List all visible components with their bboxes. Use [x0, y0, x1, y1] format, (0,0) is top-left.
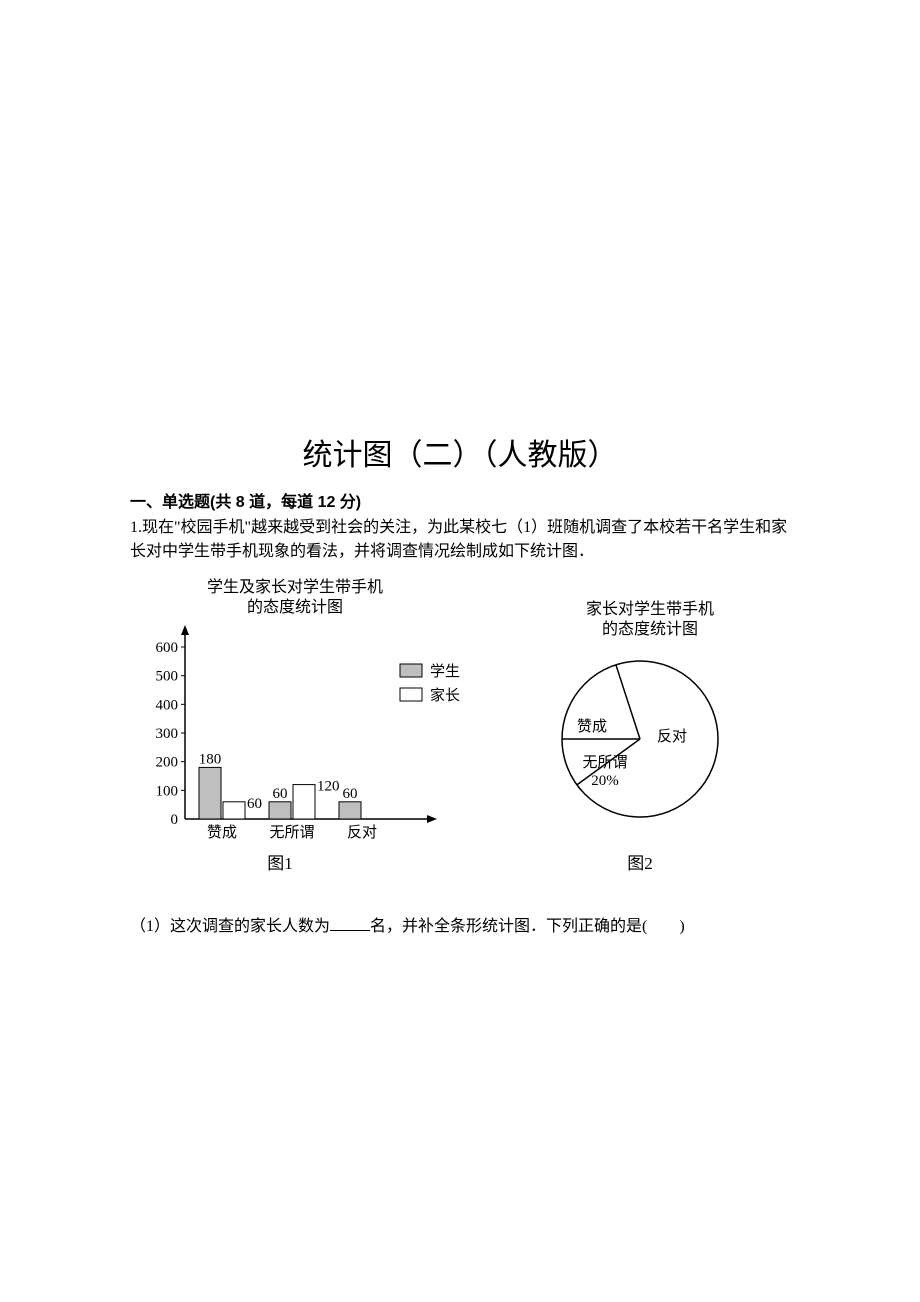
fill-blank	[330, 916, 370, 931]
svg-text:无所谓: 无所谓	[269, 824, 314, 841]
svg-text:300: 300	[156, 726, 179, 742]
pie-chart: 家长对学生带手机的态度统计图赞成无所谓 20% 反对图2	[520, 574, 770, 884]
subq-prefix: （1）这次调查的家长人数为	[130, 918, 330, 935]
svg-text:60: 60	[273, 786, 288, 802]
question-1-text: 1.现在"校园手机"越来越受到社会的关注，为此某校七（1）班随机调查了本校若干名…	[130, 516, 790, 564]
svg-text:家长对学生带手机: 家长对学生带手机	[586, 600, 714, 618]
svg-text:无所谓: 无所谓	[582, 754, 627, 771]
figures-row: 学生及家长对学生带手机的态度统计图01002003004005006001806…	[130, 574, 790, 884]
svg-text:400: 400	[156, 697, 179, 713]
svg-text:60: 60	[343, 786, 358, 802]
svg-text:60: 60	[247, 796, 262, 812]
svg-text:的态度统计图: 的态度统计图	[602, 620, 698, 638]
subq-tail: 名，并补全条形统计图．下列正确的是( )	[370, 918, 685, 935]
svg-text:反对: 反对	[347, 824, 377, 841]
bar-chart: 学生及家长对学生带手机的态度统计图 0 100 200 300 400 500 600 180 6…	[130, 574, 470, 884]
svg-text:家长: 家长	[430, 687, 460, 704]
svg-text:200: 200	[156, 755, 179, 771]
svg-text:学生: 学生	[430, 663, 460, 680]
svg-text:的态度统计图: 的态度统计图	[247, 598, 343, 616]
svg-text:180: 180	[199, 751, 222, 767]
svg-text:120: 120	[317, 779, 340, 795]
svg-text:赞成: 赞成	[577, 718, 607, 735]
svg-text:600: 600	[156, 640, 179, 656]
sub-question-1: （1）这次调查的家长人数为 名，并补全条形统计图．下列正确的是( )	[130, 914, 790, 940]
section-header: 一、单选题(共 8 道，每道 12 分)	[130, 488, 790, 512]
svg-text:20%: 20%	[591, 773, 619, 789]
svg-text:学生及家长对学生带手机: 学生及家长对学生带手机	[207, 578, 383, 596]
page-title: 统计图（二）（人教版）	[130, 430, 790, 474]
svg-text:反对: 反对	[657, 728, 687, 745]
svg-text:0: 0	[171, 812, 179, 828]
svg-text:图1: 图1	[267, 854, 293, 873]
svg-text:赞成: 赞成	[207, 824, 237, 841]
svg-text:500: 500	[156, 669, 179, 685]
svg-text:100: 100	[156, 783, 179, 799]
svg-text:图2: 图2	[627, 854, 653, 873]
